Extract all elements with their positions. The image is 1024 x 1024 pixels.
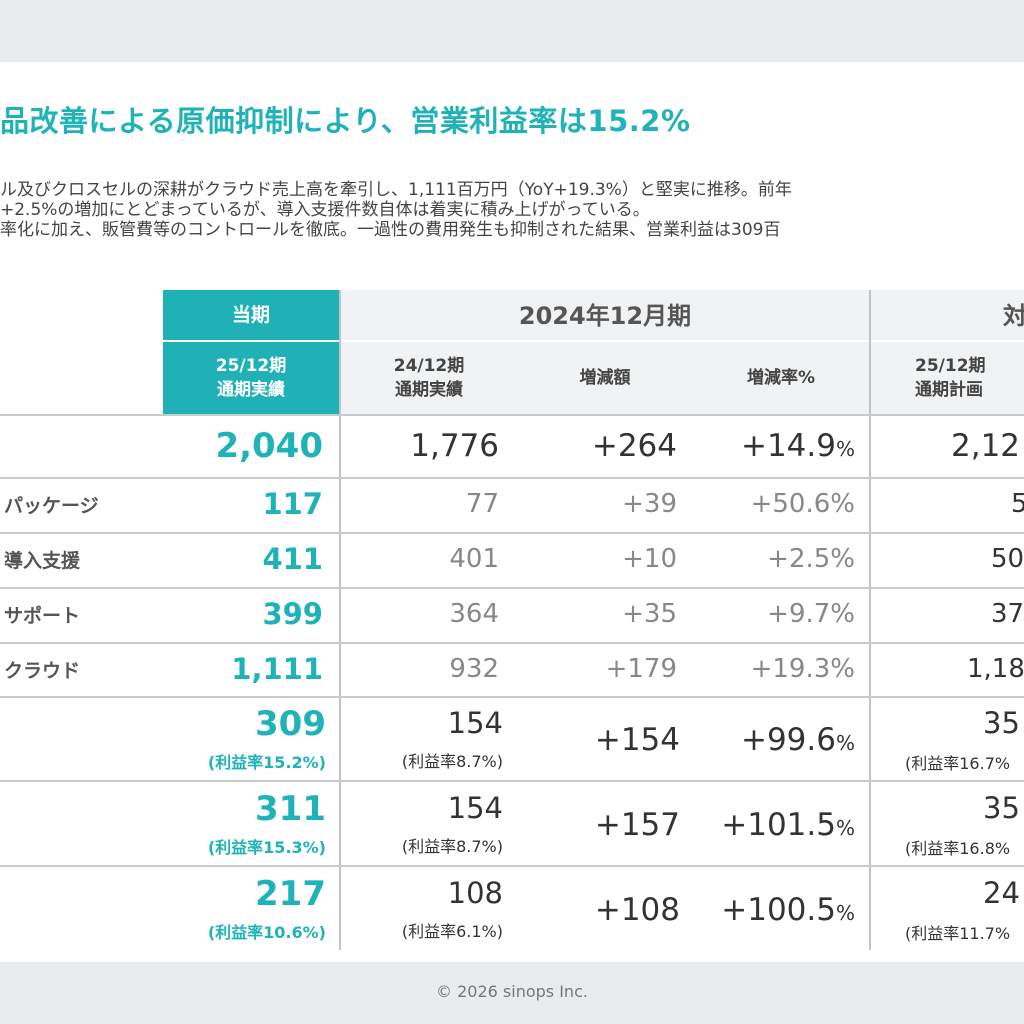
row-ord-profit-current-ratio: (利益率15.3%)	[207, 838, 326, 857]
row-net-profit-plan: 24	[983, 876, 1020, 910]
row-op-profit-prev-ratio: (利益率8.7%)	[401, 752, 503, 771]
row-cloud-plan: 1,18	[967, 654, 1024, 684]
header-prev-sub1: 24/12期	[393, 356, 465, 376]
row-total-rate: +14.9%	[693, 428, 855, 464]
header-plan-sub2: 通期計画	[915, 380, 983, 400]
header-current-period: 25/12期 通期実績	[163, 342, 339, 414]
description-line-2: +2.5%の増加にとどまっているが、導入支援件数自体は着実に積み上げがっている。	[0, 200, 650, 220]
row-net-profit-current-ratio: (利益率10.6%)	[207, 923, 326, 942]
row-ord-profit-plan-ratio: (利益率16.8%	[905, 839, 1011, 858]
row-support-rate: +9.7%	[767, 599, 855, 629]
row-ord-profit-plan: 35	[983, 791, 1020, 825]
row-total-diff: +264	[591, 428, 677, 464]
slide-title: 品改善による原価抑制により、営業利益率は15.2%	[0, 104, 691, 138]
row-op-profit-current: 309	[255, 704, 326, 744]
header-plan-group: 対	[871, 290, 1024, 340]
row-package-current: 117	[262, 487, 323, 521]
row-cloud-diff: +179	[605, 654, 677, 684]
description-line-1: ル及びクロスセルの深耕がクラウド売上高を牽引し、1,111百万円（YoY+19.…	[0, 180, 792, 200]
header-prev-actual: 24/12期 通期実績	[341, 342, 517, 414]
row-cloud-current: 1,111	[231, 652, 323, 686]
header-current-sub1: 25/12期	[215, 356, 287, 376]
row-ord-profit-prev-ratio: (利益率8.7%)	[401, 837, 503, 856]
row-total-plan: 2,12	[951, 428, 1021, 464]
footer: © 2026 sinops Inc.	[0, 962, 1024, 1024]
row-total-current: 2,040	[215, 426, 323, 466]
row-implementation-plan: 50	[991, 544, 1024, 574]
row-net-profit-prev: 108	[447, 876, 503, 910]
header-current: 当期	[163, 290, 339, 340]
header-plan-sub1: 25/12期	[915, 356, 986, 376]
row-cloud-label: クラウド	[4, 660, 81, 682]
row-ord-profit-prev: 154	[447, 791, 503, 825]
slide: 品改善による原価抑制により、営業利益率は15.2% ル及びクロスセルの深耕がクラ…	[0, 62, 1024, 962]
row-net-profit-diff: +108	[594, 892, 680, 928]
row-cloud-rate: +19.3%	[750, 654, 855, 684]
row-support-current: 399	[262, 597, 323, 631]
header-plan: 25/12期 通期計画	[871, 342, 1024, 414]
financial-table: 当期 25/12期 通期実績 2024年12月期 24/12期 通期実績 増減額…	[0, 290, 1024, 950]
row-net-profit-rate-unit: %	[835, 901, 855, 925]
row-support-diff: +35	[622, 599, 677, 629]
row-op-profit-rate-unit: %	[835, 731, 855, 755]
header-rate: 増減率%	[693, 342, 869, 414]
row-ord-profit-rate-unit: %	[835, 816, 855, 840]
row-support-prev: 364	[449, 599, 499, 629]
description-line-3: 率化に加え、販管費等のコントロールを徹底。一過性の費用発生も抑制された結果、営業…	[0, 220, 781, 240]
row-op-profit-plan: 35	[983, 706, 1020, 740]
row-package-plan: 5	[1011, 489, 1024, 519]
row-op-profit-diff: +154	[594, 722, 680, 758]
row-package-label: パッケージ	[4, 495, 99, 517]
row-net-profit-prev-ratio: (利益率6.1%)	[401, 922, 503, 941]
row-net-profit-rate: +100.5%	[693, 892, 855, 928]
header-current-sub2: 通期実績	[217, 380, 285, 400]
row-ord-profit-current: 311	[255, 789, 326, 829]
row-implementation-prev: 401	[449, 544, 499, 574]
row-total-rate-value: +14.9	[740, 428, 836, 464]
row-op-profit-prev: 154	[447, 706, 503, 740]
row-cloud-prev: 932	[449, 654, 499, 684]
row-implementation-label: 導入支援	[4, 550, 81, 572]
row-implementation-rate: +2.5%	[767, 544, 855, 574]
row-support-plan: 37	[991, 599, 1024, 629]
row-implementation-current: 411	[262, 542, 323, 576]
row-ord-profit-rate: +101.5%	[693, 807, 855, 843]
row-package-prev: 77	[465, 489, 499, 519]
row-package-diff: +39	[622, 489, 677, 519]
row-ord-profit-diff: +157	[594, 807, 680, 843]
header-prev-sub2: 通期実績	[395, 380, 463, 400]
copyright-text: © 2026 sinops Inc.	[436, 982, 588, 1001]
row-op-profit-rate: +99.6%	[693, 722, 855, 758]
row-implementation-diff: +10	[622, 544, 677, 574]
row-ord-profit-rate-value: +101.5	[721, 807, 836, 843]
description: ル及びクロスセルの深耕がクラウド売上高を牽引し、1,111百万円（YoY+19.…	[0, 180, 1024, 240]
row-op-profit-current-ratio: (利益率15.2%)	[207, 753, 326, 772]
row-support-label: サポート	[4, 605, 81, 627]
row-package-rate: +50.6%	[750, 489, 855, 519]
row-total-rate-unit: %	[835, 437, 855, 461]
row-net-profit-current: 217	[255, 874, 326, 914]
row-net-profit-plan-ratio: (利益率11.7%	[905, 924, 1011, 943]
row-net-profit-rate-value: +100.5	[721, 892, 836, 928]
row-total-prev: 1,776	[410, 428, 499, 464]
row-op-profit-rate-value: +99.6	[740, 722, 836, 758]
header-diff: 増減額	[517, 342, 693, 414]
header-prev-group: 2024年12月期	[341, 290, 869, 340]
row-op-profit-plan-ratio: (利益率16.7%	[905, 754, 1011, 773]
